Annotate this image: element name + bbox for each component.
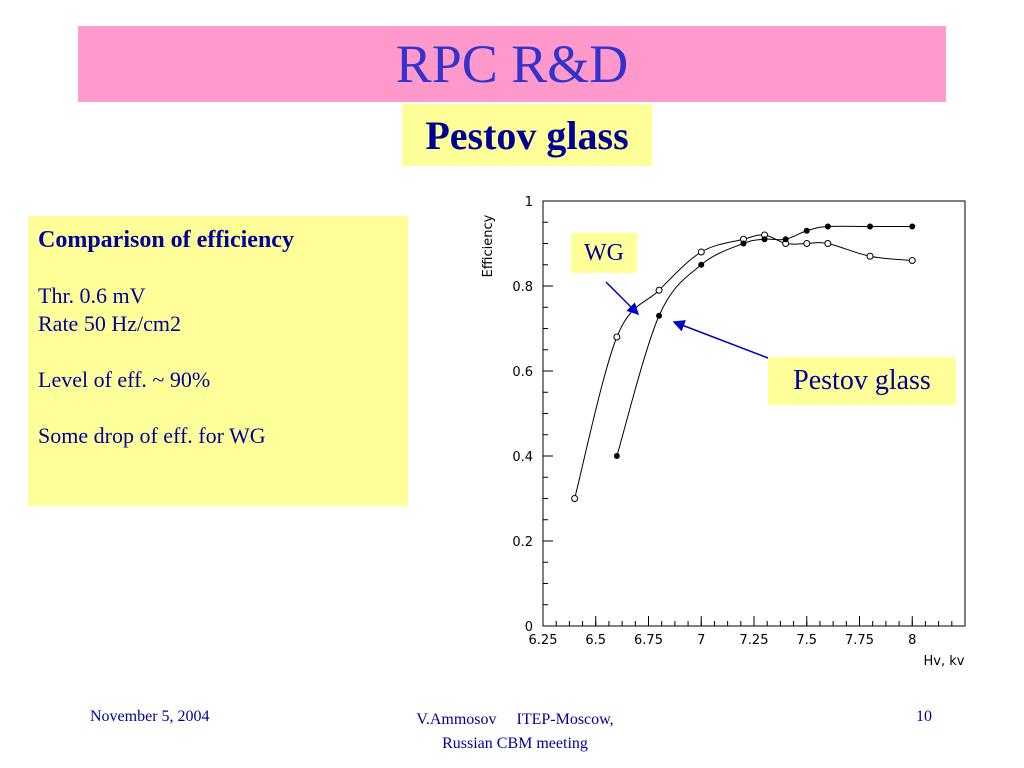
data-point-pestov-glass: [803, 227, 810, 234]
series-line-wg: [574, 234, 913, 499]
x-tick-label: 8: [908, 633, 916, 648]
data-point-wg: [908, 257, 916, 264]
info-box: Comparison of efficiency Thr. 0.6 mV Rat…: [28, 216, 408, 506]
data-point-wg: [613, 333, 621, 341]
data-point-pestov-glass: [740, 240, 747, 247]
title-bar: RPC R&D: [78, 26, 946, 102]
x-axis-label: Hv, kv: [924, 654, 965, 669]
data-point-pestov-glass: [656, 312, 663, 319]
x-tick-label: 7.75: [845, 633, 874, 648]
efficiency-chart: 0 0.2 0.4 0.6 0.8 1 6.25 6.5 6.75 7 7.25 7.5 7.75 8 …: [470, 186, 980, 676]
footer-date: November 5, 2004: [90, 708, 210, 725]
data-point-pestov-glass: [824, 223, 831, 230]
data-point-pestov-glass: [613, 453, 620, 459]
y-axis-label: Efficiency: [481, 214, 496, 277]
info-threshold: Thr. 0.6 mV: [38, 283, 146, 308]
x-tick-label: 6.25: [529, 633, 558, 648]
data-point-wg: [803, 240, 811, 247]
pestov-callout: Pestov glass: [768, 357, 956, 405]
x-tick-label: 7: [697, 633, 705, 648]
wg-callout: WG: [571, 233, 637, 273]
x-tick-label: 7.5: [796, 633, 817, 648]
info-wg-drop: Some drop of eff. for WG: [38, 423, 266, 448]
y-tick-label: 0.4: [512, 450, 533, 465]
data-point-pestov-glass: [698, 261, 705, 268]
info-heading: Comparison of efficiency: [38, 227, 294, 253]
data-point-pestov-glass: [782, 236, 789, 243]
info-efficiency-level: Level of eff. ~ 90%: [38, 367, 211, 392]
chart-svg: 00.20.40.60.81 6.25 6.5 6.75 7 7.25 7.5 7.75 8 …: [481, 195, 966, 669]
data-point-wg: [571, 495, 579, 502]
y-tick-label: 0.6: [512, 365, 533, 380]
info-spacer: [38, 338, 398, 366]
slide-subtitle: Pestov glass: [402, 104, 652, 166]
info-rate: Rate 50 Hz/cm2: [38, 311, 181, 336]
footer-author: V.Ammosov ITEP-Moscow,: [416, 711, 614, 728]
footer-page-number: 10: [916, 708, 932, 725]
slide-title: RPC R&D: [395, 34, 629, 94]
x-tick-label: 6.5: [585, 633, 606, 648]
y-tick-label: 0.8: [512, 280, 533, 295]
y-tick-label: 0.2: [512, 535, 533, 550]
data-point-wg: [866, 252, 874, 260]
footer-meeting: Russian CBM meeting: [442, 735, 588, 752]
x-tick-label: 6.75: [634, 633, 663, 648]
x-tick-label: 7.25: [740, 633, 769, 648]
data-point-wg: [824, 240, 832, 247]
data-point-pestov-glass: [761, 236, 768, 243]
info-spacer: [38, 394, 398, 422]
data-point-wg: [655, 286, 663, 294]
data-point-pestov-glass: [867, 223, 874, 230]
footer-center: V.Ammosov ITEP-Moscow, Russian CBM meeti…: [380, 708, 650, 756]
data-point-pestov-glass: [909, 223, 916, 230]
y-tick-label: 1: [525, 195, 533, 210]
y-tick-label: 0: [525, 620, 533, 635]
data-point-wg: [697, 248, 705, 256]
series-line-pestov-glass: [616, 225, 913, 457]
